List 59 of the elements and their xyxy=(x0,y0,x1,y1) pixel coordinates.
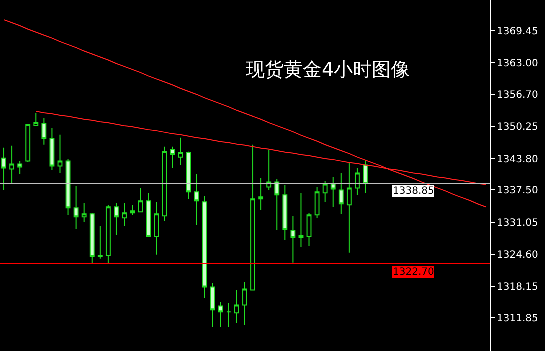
candlestick xyxy=(170,146,176,169)
y-tick-label: 1343.80 xyxy=(497,154,538,166)
candlestick xyxy=(82,202,87,223)
candlestick xyxy=(322,180,328,203)
candlestick xyxy=(10,145,15,184)
candlestick xyxy=(50,127,55,171)
candlestick xyxy=(114,202,119,236)
candlestick xyxy=(58,134,63,174)
candlestick xyxy=(354,168,360,196)
candlestick xyxy=(34,112,39,126)
y-tick-label: 1350.25 xyxy=(497,122,538,134)
text: 现货黄金4小时图像 xyxy=(246,59,410,81)
candlestick xyxy=(18,160,23,175)
candlestick xyxy=(242,282,248,326)
y-tick-label: 1363.00 xyxy=(497,58,538,70)
candlestick xyxy=(306,212,312,246)
candlestick xyxy=(194,174,200,226)
y-tick-label: 1369.45 xyxy=(497,26,538,38)
y-tick-label: 1356.70 xyxy=(497,90,538,102)
candlestick xyxy=(74,186,79,230)
candlestick xyxy=(162,146,168,222)
candlestick xyxy=(98,226,103,260)
candlestick xyxy=(274,178,280,231)
y-tick-label: 1331.05 xyxy=(497,218,538,229)
candlestick xyxy=(130,204,136,216)
candlestick xyxy=(290,216,296,264)
candlestick xyxy=(154,202,160,256)
y-tick-label: 1311.85 xyxy=(497,313,538,324)
y-tick-label: 1324.60 xyxy=(497,250,538,261)
candlestick xyxy=(346,162,352,254)
y-tick-label: 1337.50 xyxy=(497,186,538,197)
candlestick xyxy=(258,178,264,211)
candlestick xyxy=(90,212,95,264)
ref-line-label: 1338.85 xyxy=(393,186,434,197)
candlestick xyxy=(66,158,71,216)
candlestick xyxy=(210,282,216,328)
candlestick xyxy=(338,172,344,215)
candlestick xyxy=(250,144,256,291)
line-series xyxy=(4,19,486,208)
candlestick xyxy=(42,118,47,146)
candlestick xyxy=(330,176,336,208)
candlestick xyxy=(146,192,152,238)
candlestick xyxy=(298,192,304,248)
candlestick xyxy=(138,188,144,213)
candlestick xyxy=(218,302,224,328)
y-tick-label: 1318.15 xyxy=(497,282,538,294)
candlestick xyxy=(314,186,320,219)
candlestick xyxy=(2,147,6,191)
candlestick xyxy=(106,204,111,264)
candlestick xyxy=(266,149,272,191)
candlestick xyxy=(226,302,232,328)
candlestick xyxy=(363,160,368,194)
candlestick xyxy=(122,202,127,227)
ref-line-label: 1322.70 xyxy=(393,267,434,278)
candlestick xyxy=(234,290,240,324)
candlestick xyxy=(282,184,288,240)
candlestick xyxy=(178,137,184,166)
candlestick xyxy=(26,124,31,163)
candlestick xyxy=(202,196,208,299)
